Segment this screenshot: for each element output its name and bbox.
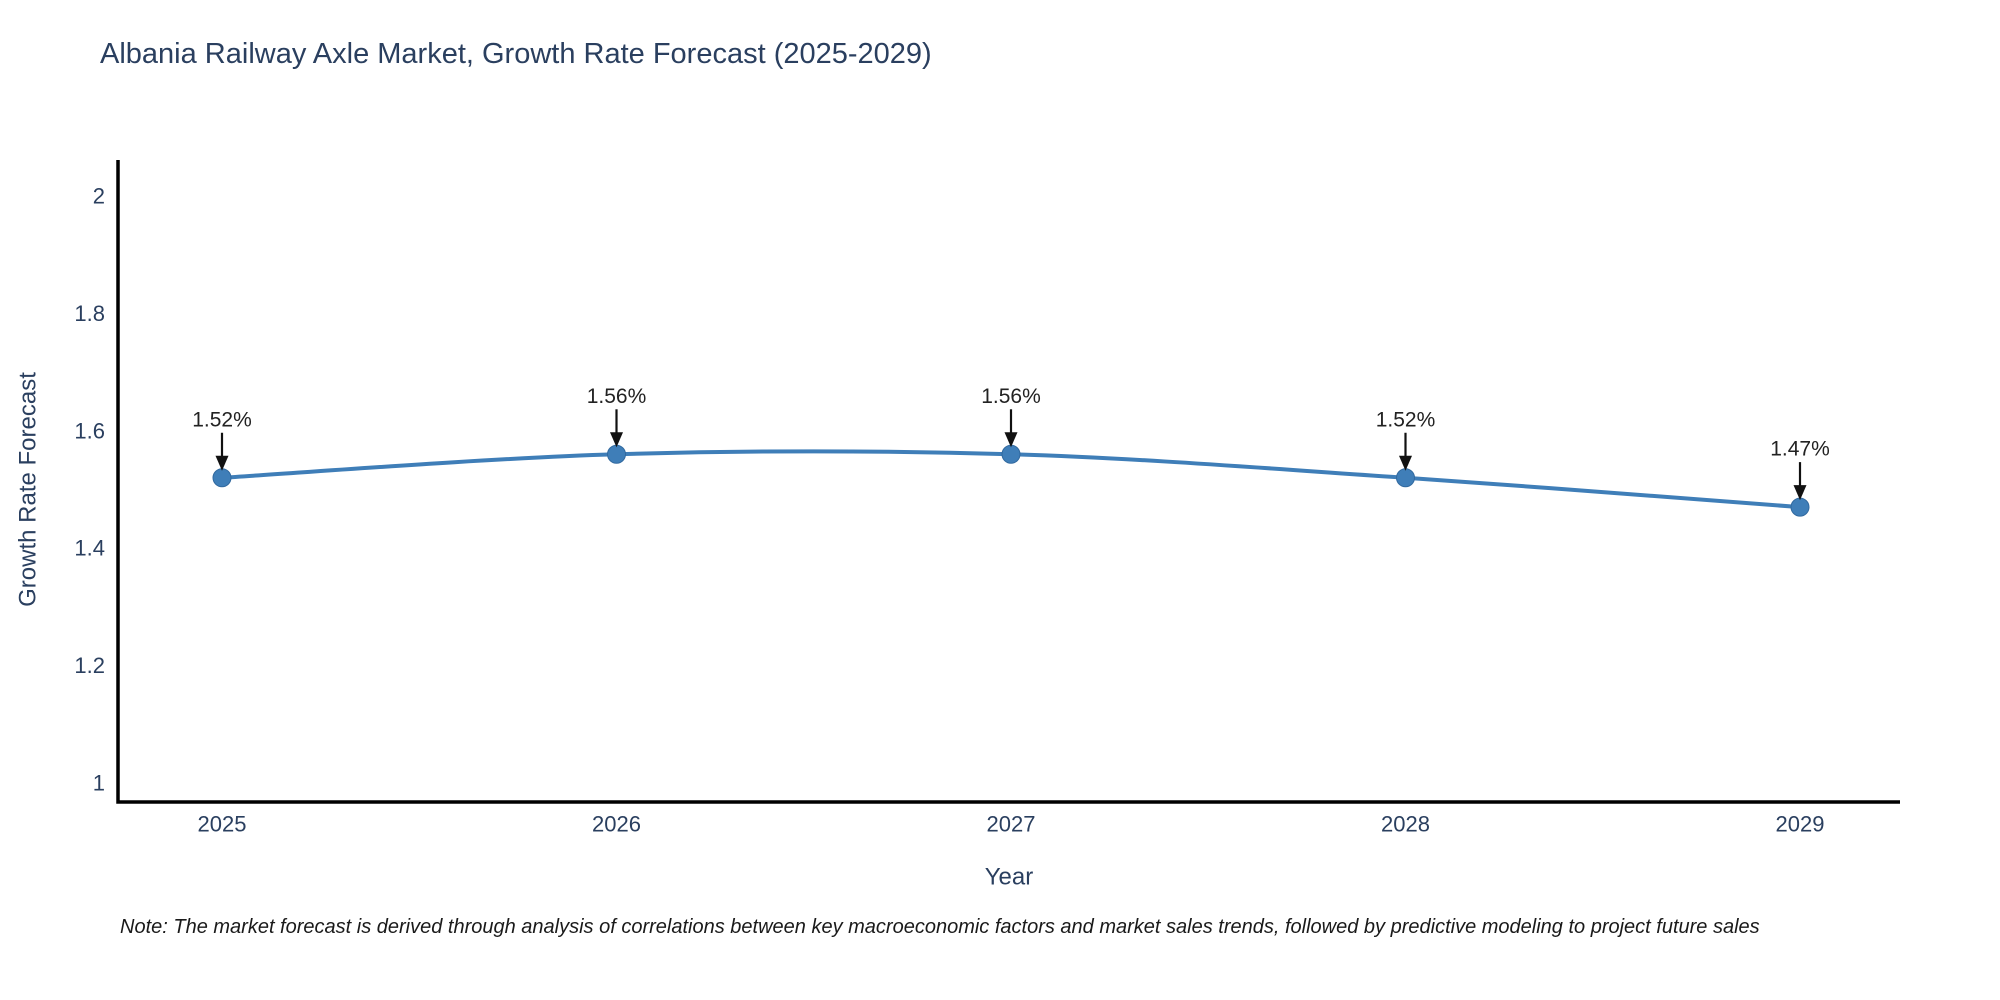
annotation-label: 1.52%	[1376, 408, 1436, 431]
annotation-arrow-head	[1004, 432, 1018, 448]
annotation-arrow-head	[610, 432, 623, 448]
data-point-marker	[212, 468, 232, 488]
y-tick-label: 1.6	[74, 418, 105, 443]
y-axis-title: Growth Rate Forecast	[15, 372, 42, 607]
data-point-marker	[1001, 444, 1021, 464]
y-tick-label: 1.2	[74, 653, 105, 678]
y-tick-label: 1.4	[74, 536, 105, 561]
data-point-marker	[1396, 468, 1415, 488]
annotation-arrow-head	[215, 455, 229, 471]
data-point-marker	[607, 444, 626, 464]
x-tick-label: 2026	[592, 812, 641, 837]
footnote: Note: The market forecast is derived thr…	[120, 916, 1760, 938]
annotation-label: 1.47%	[1770, 438, 1830, 461]
axis-lines	[116, 160, 1900, 804]
x-tick-label: 2028	[1381, 812, 1430, 837]
y-tick-label: 1.8	[74, 301, 105, 326]
chart-title: Albania Railway Axle Market, Growth Rate…	[100, 38, 932, 70]
annotation-label: 1.56%	[981, 385, 1041, 408]
annotation-arrow-head	[1399, 455, 1412, 471]
y-tick-label: 1	[93, 771, 105, 796]
x-tick-label: 2025	[198, 812, 247, 837]
annotation-label: 1.56%	[587, 385, 647, 408]
x-tick-label: 2029	[1776, 812, 1825, 837]
y-tick-label: 2	[93, 184, 105, 209]
x-axis-title: Year	[985, 864, 1034, 891]
data-point-marker	[1790, 497, 1810, 517]
annotation-arrow-head	[1793, 485, 1807, 501]
annotation-label: 1.52%	[192, 408, 252, 431]
x-tick-label: 2027	[987, 812, 1036, 837]
